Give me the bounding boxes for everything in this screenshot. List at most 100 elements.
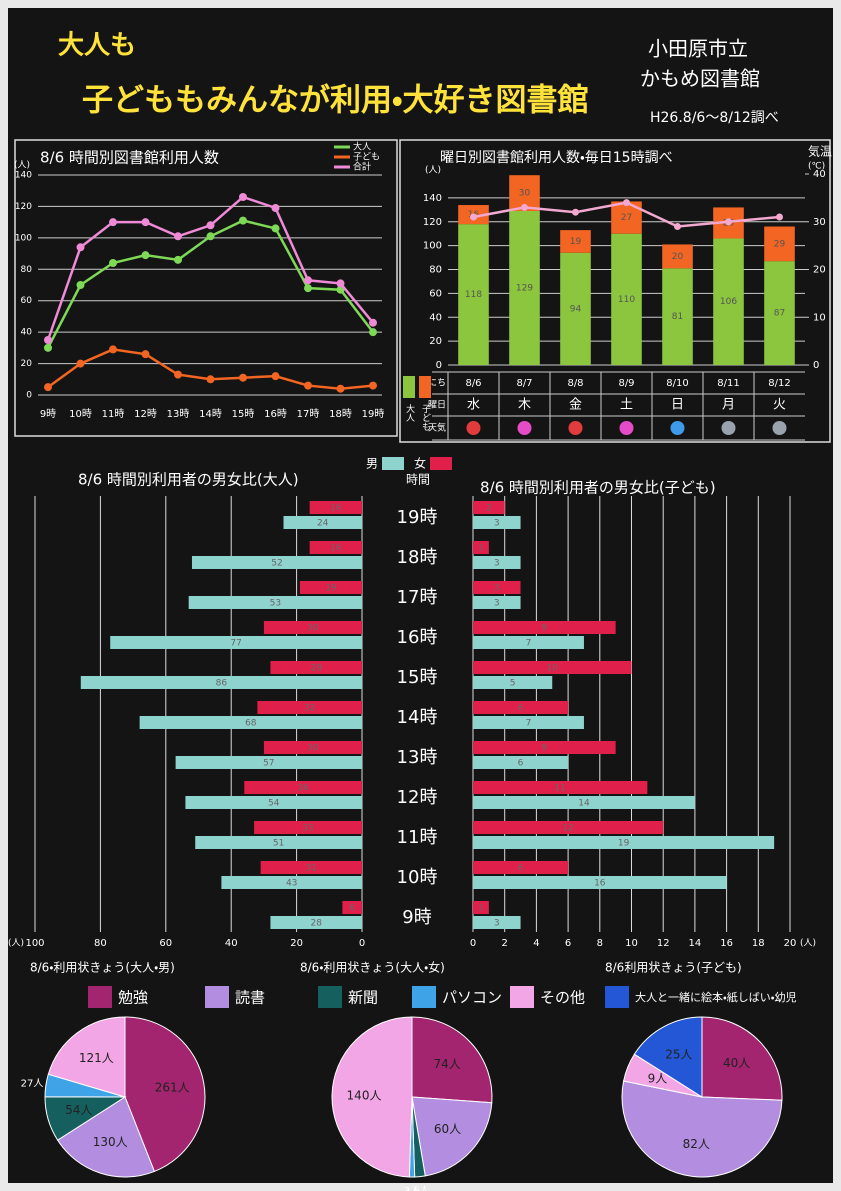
value-label: 94: [570, 304, 582, 314]
category-label: 11時: [397, 827, 438, 848]
axis-label: (人): [14, 161, 30, 171]
point: [623, 199, 630, 206]
weekday: 日: [671, 398, 684, 413]
value-label: 28: [310, 919, 322, 929]
legend-swatch: [605, 986, 629, 1008]
x-tick-label: 6: [565, 938, 571, 949]
weekday: 月: [722, 398, 735, 413]
point: [304, 284, 312, 292]
legend-swatch: [510, 986, 534, 1008]
axis-label: (人): [425, 166, 441, 176]
value-label: 53: [270, 599, 281, 609]
legend-swatch: [412, 986, 436, 1008]
legend-label: 男: [366, 457, 378, 471]
y-tick-label: 20: [21, 359, 33, 369]
x-tick-label: 8/11: [717, 378, 739, 389]
y2-tick-label: 30: [813, 217, 826, 228]
legend-swatch: [430, 457, 452, 470]
weather-icon: [569, 421, 583, 435]
value-label: 3人: [404, 1186, 420, 1191]
legend-label: 子ども: [420, 404, 431, 431]
point: [337, 279, 345, 287]
legend-label: 大人: [353, 141, 371, 153]
value-label: 86: [216, 679, 228, 689]
category-label: 14時: [397, 707, 438, 728]
pie-title: 8/6利用状きょう(子ども): [605, 961, 742, 975]
x-tick-label: 8/9: [618, 378, 634, 389]
point: [142, 251, 150, 259]
point: [369, 382, 377, 390]
axis-label: 時間: [406, 473, 430, 487]
y-tick-label: 40: [21, 328, 33, 338]
x-tick-label: 9時: [40, 408, 56, 420]
legend-label: 女: [414, 457, 426, 471]
point: [239, 193, 247, 201]
value-label: 6: [349, 904, 355, 914]
x-tick-label: 15時: [232, 408, 255, 420]
value-label: 27人: [21, 1078, 44, 1089]
x-tick-label: 4: [533, 938, 539, 949]
value-label: 30: [307, 744, 319, 754]
value-label: 6: [518, 864, 524, 874]
value-label: 77: [230, 639, 241, 649]
point: [207, 232, 215, 240]
value-label: 40人: [723, 1056, 750, 1070]
chart-title: 8/6 時間別図書館利用人数: [40, 149, 219, 167]
value-label: 10: [547, 664, 559, 674]
value-label: 3: [494, 599, 500, 609]
x-tick-label: 2: [502, 938, 508, 949]
axis-label: (人): [8, 939, 24, 949]
legend-swatch: [382, 457, 404, 470]
value-label: 28: [310, 664, 322, 674]
category-label: 12時: [397, 787, 438, 808]
value-label: 121人: [79, 1051, 114, 1065]
x-tick-label: 14時: [199, 408, 222, 420]
legend-swatch: [88, 986, 112, 1008]
value-label: 51: [273, 839, 284, 849]
title: 大人も: [58, 31, 136, 61]
value-label: 20: [672, 252, 684, 262]
x-tick-label: 8/8: [567, 378, 583, 389]
x-tick-label: 17時: [297, 408, 320, 420]
y-tick-label: 0: [436, 360, 442, 371]
y-tick-label: 100: [15, 233, 32, 243]
chart-title: 曜日別図書館利用人数・毎日15時調べ: [440, 150, 673, 166]
legend-label: 新聞: [348, 989, 378, 1007]
value-label: 54人: [65, 1103, 92, 1117]
value-label: 5: [510, 679, 516, 689]
y-tick-label: 60: [21, 296, 33, 306]
point: [470, 213, 477, 220]
chart-title: 8/6 時間別利用者の男女比(子ども): [480, 479, 716, 497]
value-label: 11: [554, 784, 565, 794]
value-label: 74人: [434, 1057, 461, 1071]
y-tick-label: 60: [429, 288, 442, 299]
legend-swatch: [419, 376, 431, 398]
point: [304, 382, 312, 390]
row-label: 曜日: [428, 400, 446, 411]
point: [272, 224, 280, 232]
weather-icon: [671, 421, 685, 435]
value-label: 24: [317, 519, 329, 529]
value-label: 82人: [683, 1137, 710, 1151]
value-label: 27: [621, 213, 632, 223]
x-tick-label: 10時: [69, 408, 92, 420]
category-label: 15時: [397, 667, 438, 688]
legend-label: パソコン: [442, 989, 502, 1007]
pie-title: 8/6・利用状きょう(大人・女): [300, 961, 445, 975]
y-tick-label: 40: [429, 312, 442, 323]
category-label: 13時: [397, 747, 438, 768]
value-label: 36: [297, 784, 309, 794]
point: [109, 259, 117, 267]
value-label: 30: [519, 189, 531, 199]
pie-title: 8/6・利用状きょう(大人・男): [30, 961, 175, 975]
y-tick-label: 140: [423, 193, 442, 204]
value-label: 129: [516, 284, 533, 294]
y-tick-label: 80: [21, 265, 33, 275]
survey-period: H26.8/6～8/12調べ: [650, 110, 779, 126]
y-tick-label: 20: [429, 336, 442, 347]
value-label: 30: [307, 624, 319, 634]
value-label: 12: [562, 824, 573, 834]
value-label: 60人: [434, 1122, 461, 1136]
point: [44, 336, 52, 344]
point: [239, 217, 247, 225]
